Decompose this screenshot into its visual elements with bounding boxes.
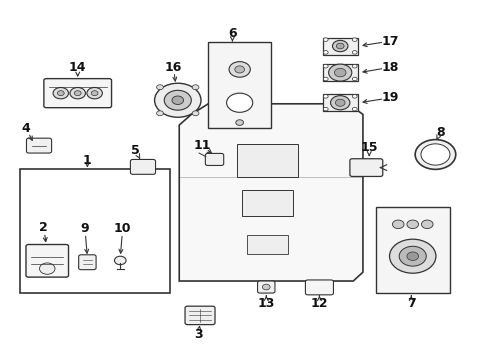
Bar <box>322 37 357 54</box>
Text: 4: 4 <box>21 122 30 135</box>
Text: 8: 8 <box>435 126 444 139</box>
Circle shape <box>40 263 55 274</box>
Circle shape <box>351 77 356 81</box>
Circle shape <box>156 85 163 90</box>
Text: 9: 9 <box>81 222 89 235</box>
Circle shape <box>262 284 269 290</box>
Text: 17: 17 <box>381 35 398 48</box>
Circle shape <box>192 111 199 116</box>
Text: 12: 12 <box>310 297 327 310</box>
Text: 7: 7 <box>406 297 415 310</box>
Circle shape <box>323 38 327 41</box>
Circle shape <box>406 220 418 229</box>
Circle shape <box>351 38 356 41</box>
FancyBboxPatch shape <box>205 153 223 166</box>
FancyBboxPatch shape <box>305 280 333 295</box>
Circle shape <box>164 90 191 110</box>
Bar <box>242 190 292 216</box>
Circle shape <box>234 66 244 73</box>
Circle shape <box>323 77 327 81</box>
Circle shape <box>323 95 327 98</box>
Circle shape <box>330 96 349 110</box>
Circle shape <box>332 40 347 52</box>
Bar <box>237 144 297 177</box>
Circle shape <box>192 85 199 90</box>
Text: 3: 3 <box>194 328 203 341</box>
FancyBboxPatch shape <box>349 159 382 176</box>
Text: 6: 6 <box>227 27 236 40</box>
Circle shape <box>323 51 327 54</box>
Circle shape <box>74 91 81 96</box>
Polygon shape <box>375 207 449 293</box>
Bar <box>20 169 169 293</box>
FancyBboxPatch shape <box>79 255 96 270</box>
Bar <box>322 94 357 111</box>
Text: 2: 2 <box>40 221 48 234</box>
Circle shape <box>172 96 183 104</box>
Text: 14: 14 <box>69 61 86 74</box>
FancyBboxPatch shape <box>26 244 68 277</box>
Circle shape <box>392 220 403 229</box>
Circle shape <box>420 144 449 165</box>
Circle shape <box>70 87 85 99</box>
Bar <box>246 235 287 254</box>
Text: 13: 13 <box>257 297 274 310</box>
Circle shape <box>351 64 356 68</box>
FancyBboxPatch shape <box>257 281 274 293</box>
Circle shape <box>154 83 201 117</box>
Circle shape <box>114 256 126 265</box>
Circle shape <box>323 64 327 68</box>
Circle shape <box>91 91 98 96</box>
Circle shape <box>421 220 432 229</box>
Text: 5: 5 <box>131 144 140 157</box>
Text: 16: 16 <box>164 61 182 74</box>
Text: 10: 10 <box>114 222 131 235</box>
Circle shape <box>406 252 418 260</box>
Circle shape <box>228 62 250 77</box>
FancyBboxPatch shape <box>44 78 111 108</box>
Circle shape <box>334 68 346 77</box>
Text: 19: 19 <box>381 91 398 104</box>
Circle shape <box>53 87 68 99</box>
Circle shape <box>323 107 327 111</box>
Circle shape <box>87 87 102 99</box>
Text: 1: 1 <box>83 154 92 167</box>
Circle shape <box>57 91 64 96</box>
Text: 15: 15 <box>360 141 377 154</box>
Circle shape <box>398 246 426 266</box>
Circle shape <box>335 99 345 106</box>
Polygon shape <box>179 104 362 281</box>
Circle shape <box>328 64 351 81</box>
Circle shape <box>351 51 356 54</box>
Circle shape <box>351 95 356 98</box>
FancyBboxPatch shape <box>26 138 52 153</box>
Circle shape <box>235 120 243 125</box>
FancyBboxPatch shape <box>184 306 215 325</box>
Circle shape <box>156 111 163 116</box>
Circle shape <box>336 43 344 49</box>
Text: 18: 18 <box>381 61 398 74</box>
Text: 11: 11 <box>193 139 210 152</box>
Circle shape <box>351 107 356 111</box>
FancyBboxPatch shape <box>130 159 155 174</box>
Circle shape <box>389 239 435 273</box>
Polygon shape <box>208 42 270 127</box>
Circle shape <box>226 93 252 112</box>
Circle shape <box>414 140 455 169</box>
Bar <box>322 64 357 81</box>
